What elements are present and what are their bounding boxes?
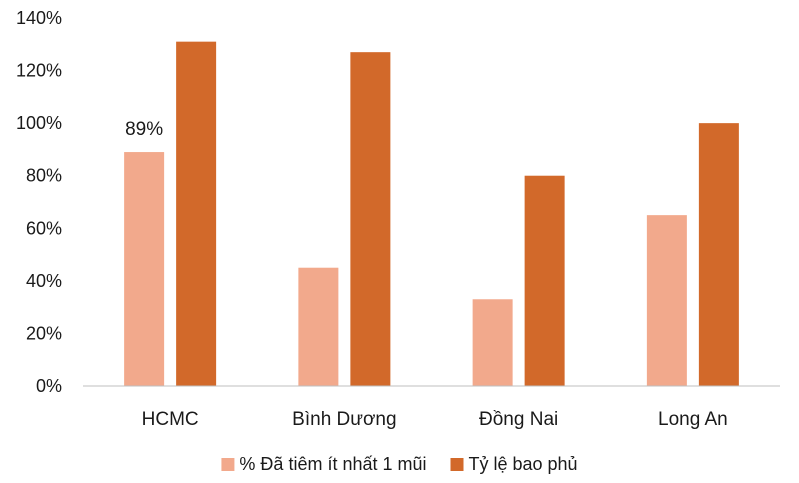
category-label: Đồng Nai	[479, 409, 558, 430]
bar-series-1-2	[298, 267, 339, 386]
y-axis-ticks: 0% 20% 40% 60% 80% 100% 120% 140%	[16, 8, 62, 396]
legend-label-1: % Đã tiêm ít nhất 1 mũi	[239, 454, 426, 474]
bar-series-2-3	[524, 175, 565, 386]
y-tick-label: 140%	[16, 8, 62, 28]
y-tick-label: 0%	[36, 376, 62, 396]
bar-series-1-1	[124, 152, 165, 386]
data-label: 89%	[125, 119, 163, 140]
y-tick-label: 100%	[16, 113, 62, 133]
bar-series-1-4	[646, 215, 687, 386]
bar-series-2-2	[350, 52, 391, 387]
legend-label-2: Tỷ lệ bao phủ	[469, 454, 578, 474]
bar-series-2-4	[698, 123, 739, 387]
legend: % Đã tiêm ít nhất 1 mũi Tỷ lệ bao phủ	[221, 454, 578, 474]
y-tick-label: 20%	[26, 323, 62, 343]
data-labels: 89%	[125, 119, 163, 140]
y-tick-label: 60%	[26, 218, 62, 238]
y-tick-label: 120%	[16, 61, 62, 81]
legend-swatch-2	[450, 458, 464, 471]
category-label: HCMC	[142, 409, 199, 430]
bar-series-2-1	[176, 41, 217, 387]
y-tick-label: 40%	[26, 271, 62, 291]
y-tick-label: 80%	[26, 166, 62, 186]
bars	[124, 41, 739, 387]
category-label: Bình Dương	[292, 409, 396, 430]
bar-series-1-3	[472, 299, 513, 386]
category-label: Long An	[658, 409, 728, 430]
category-labels: HCMC Bình Dương Đồng Nai Long An	[142, 409, 728, 430]
legend-swatch-1	[221, 458, 235, 471]
